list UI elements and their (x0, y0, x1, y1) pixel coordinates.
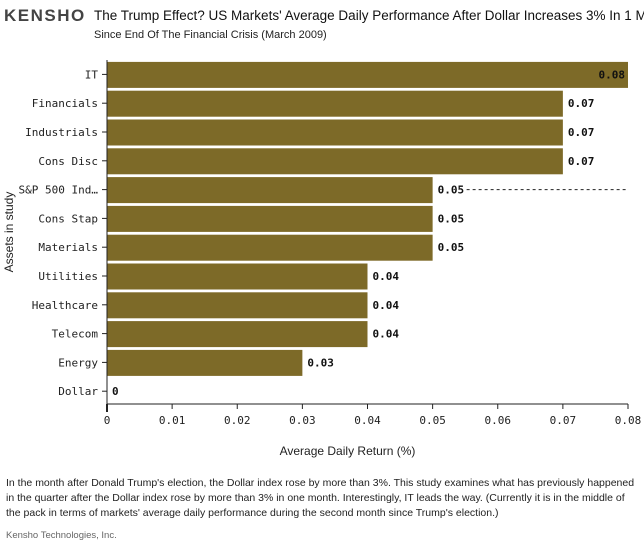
category-label-9: Telecom (52, 328, 99, 341)
x-tick-label-2: 0.02 (224, 414, 251, 427)
y-axis-title: Assets in study (2, 192, 16, 273)
x-tick-label-4: 0.04 (354, 414, 381, 427)
x-tick-label-0: 0 (104, 414, 111, 427)
x-tick-label-7: 0.07 (550, 414, 577, 427)
value-label-0: 0.08 (599, 68, 626, 81)
x-axis-title: Average Daily Return (%) (280, 444, 416, 458)
value-label-3: 0.07 (568, 155, 595, 168)
category-label-6: Materials (38, 241, 98, 254)
category-label-5: Cons Stap (38, 212, 98, 225)
bar-3 (107, 148, 563, 175)
bar-2 (107, 119, 563, 146)
category-label-0: IT (85, 68, 99, 81)
value-label-4: 0.05 (438, 184, 465, 197)
value-label-6: 0.05 (438, 241, 465, 254)
x-tick-label-1: 0.01 (159, 414, 186, 427)
x-tick-label-5: 0.05 (419, 414, 446, 427)
value-label-5: 0.05 (438, 212, 465, 225)
category-label-8: Healthcare (32, 299, 98, 312)
chart-title: The Trump Effect? US Markets' Average Da… (94, 8, 644, 23)
bar-5 (107, 205, 433, 232)
bar-1 (107, 90, 563, 117)
bar-0 (107, 61, 628, 88)
category-label-11: Dollar (58, 385, 98, 398)
chart-caption: In the month after Donald Trump's electi… (6, 477, 635, 519)
bar-7 (107, 263, 368, 290)
bar-10 (107, 349, 303, 376)
category-label-2: Industrials (25, 126, 98, 139)
kensho-logo: KENSHO (4, 6, 86, 25)
x-tick-label-3: 0.03 (289, 414, 316, 427)
category-label-1: Financials (32, 97, 98, 110)
bar-chart: IT 0.08 Financials 0.07 Industrials 0.07 Cons … (2, 60, 642, 458)
value-label-11: 0 (112, 385, 119, 398)
value-label-7: 0.04 (373, 270, 400, 283)
value-label-2: 0.07 (568, 126, 595, 139)
chart-subtitle: Since End Of The Financial Crisis (March… (94, 29, 327, 41)
bar-6 (107, 234, 433, 261)
value-label-1: 0.07 (568, 97, 595, 110)
category-label-10: Energy (58, 356, 98, 369)
value-label-10: 0.03 (307, 356, 334, 369)
category-label-3: Cons Disc (38, 155, 98, 168)
bar-9 (107, 321, 368, 348)
x-tick-label-6: 0.06 (485, 414, 512, 427)
value-label-9: 0.04 (373, 328, 400, 341)
footer-credit: Kensho Technologies, Inc. (6, 530, 117, 541)
bar-8 (107, 292, 368, 319)
bar-4 (107, 177, 433, 204)
category-label-4: S&P 500 Ind… (19, 184, 99, 197)
x-tick-label-8: 0.08 (615, 414, 642, 427)
value-label-8: 0.04 (373, 299, 400, 312)
category-label-7: Utilities (38, 270, 98, 283)
